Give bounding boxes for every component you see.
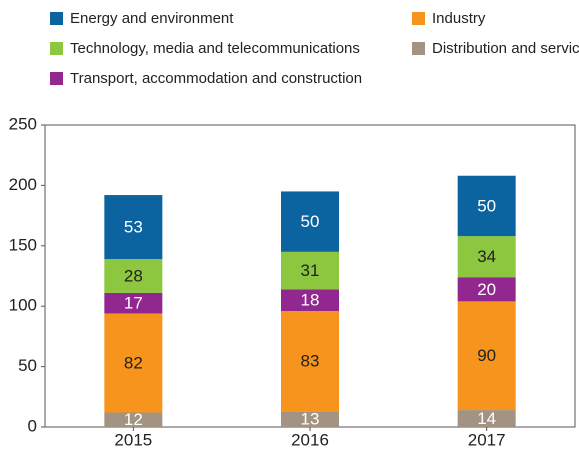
y-tick-label: 250: [9, 114, 37, 133]
data-label: 34: [477, 247, 496, 266]
bar-segment: [457, 175, 516, 237]
data-label: 20: [477, 280, 496, 299]
bar-segment: [457, 301, 516, 411]
legend-label: Transport, accommodation and constructio…: [70, 70, 362, 87]
y-tick-label: 200: [9, 175, 37, 194]
bar-segment: [457, 277, 516, 302]
data-label: 50: [301, 212, 320, 231]
legend-swatch: [412, 42, 425, 55]
bar-segment: [104, 313, 163, 413]
data-label: 14: [477, 409, 496, 428]
data-label: 50: [477, 196, 496, 215]
bar-segment: [281, 251, 339, 290]
data-label: 82: [124, 353, 143, 372]
data-label: 31: [301, 261, 320, 280]
bar-segment: [104, 412, 163, 427]
data-label: 53: [124, 218, 143, 237]
bar-segment: [104, 292, 163, 314]
y-tick-label: 0: [28, 416, 37, 435]
data-label: 83: [301, 352, 320, 371]
bar-segment: [104, 195, 163, 260]
legend-label: Technology, media and telecommunications: [70, 40, 360, 57]
data-label: 13: [301, 410, 320, 429]
x-tick-label: 2016: [291, 430, 329, 449]
bar-segment: [281, 311, 339, 412]
x-tick-label: 2015: [114, 430, 152, 449]
data-label: 17: [124, 294, 143, 313]
y-tick-label: 150: [9, 235, 37, 254]
bar-segment: [104, 259, 163, 293]
y-tick-label: 50: [18, 356, 37, 375]
legend-swatch: [50, 72, 63, 85]
data-label: 18: [301, 291, 320, 310]
legend-label: Energy and environment: [70, 10, 234, 27]
data-label: 28: [124, 266, 143, 285]
bar-segment: [281, 191, 339, 252]
legend-label: Industry: [432, 10, 486, 27]
bar-segment: [281, 411, 339, 427]
x-tick-label: 2017: [468, 430, 506, 449]
y-tick-label: 100: [9, 296, 37, 315]
bar-segment: [281, 289, 339, 312]
bar-segment: [457, 236, 516, 278]
legend-swatch: [412, 12, 425, 25]
data-label: 12: [124, 410, 143, 429]
legend-swatch: [50, 42, 63, 55]
bar-segment: [457, 410, 516, 427]
data-label: 90: [477, 346, 496, 365]
legend-swatch: [50, 12, 63, 25]
legend-label: Distribution and services: [432, 40, 579, 57]
